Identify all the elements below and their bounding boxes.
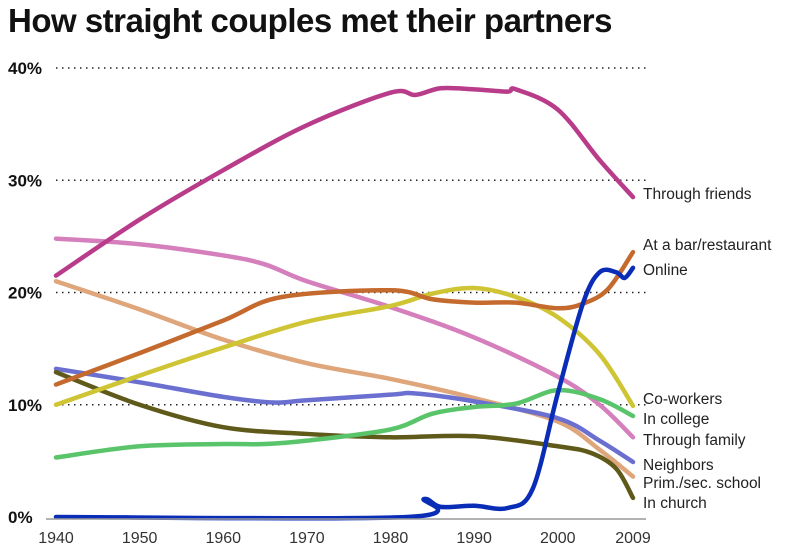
x-tick-label: 1970	[289, 530, 325, 547]
series-label: Co-workers	[643, 391, 722, 408]
series-line-neighbors	[53, 366, 636, 465]
x-tick-label: 2000	[540, 530, 576, 547]
series-line-at-a-bar-restaurant	[53, 249, 636, 387]
x-tick-label: 1980	[373, 530, 409, 547]
series-label: In college	[643, 411, 709, 428]
x-tick-label: 1990	[456, 530, 492, 547]
y-tick-label: 20%	[8, 284, 42, 303]
axes: 0% 10% 20% 30% 40% 1940 1950 1960 1970 1980 1990 20…	[8, 59, 651, 547]
series-label: In church	[643, 495, 707, 512]
x-tick-label: 2009	[615, 530, 651, 547]
series-label: At a bar/restaurant	[643, 237, 772, 254]
y-tick-label: 0%	[8, 508, 33, 527]
series-line-through-friends	[53, 85, 636, 278]
series-label: Online	[643, 262, 688, 279]
series-label: Through friends	[643, 186, 752, 203]
series-label: Through family	[643, 432, 746, 449]
y-tick-label: 10%	[8, 396, 42, 415]
series-label: Neighbors	[643, 457, 714, 474]
gridlines	[56, 67, 650, 406]
y-tick-label: 30%	[8, 171, 42, 190]
series-line-in-church	[53, 369, 636, 501]
x-tick-label: 1950	[122, 530, 158, 547]
chart-title: How straight couples met their partners	[8, 2, 612, 39]
series-line-co-workers	[53, 285, 636, 409]
series-line-online	[53, 265, 636, 521]
series-line-prim-sec-school	[53, 279, 636, 479]
x-tick-label: 1940	[38, 530, 74, 547]
series-label: Prim./sec. school	[643, 475, 761, 492]
series-lines	[53, 85, 636, 521]
x-tick-label: 1960	[205, 530, 241, 547]
y-tick-label: 40%	[8, 59, 42, 78]
series-labels: Through friends At a bar/restaurant Online…	[643, 186, 772, 512]
